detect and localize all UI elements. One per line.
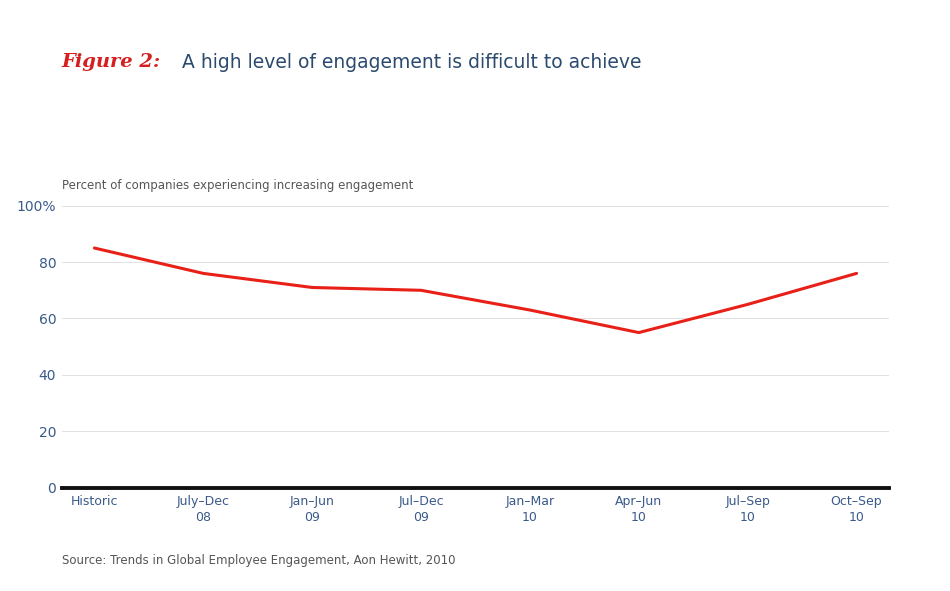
Text: A high level of engagement is difficult to achieve: A high level of engagement is difficult … [176,53,641,72]
Text: Figure 2:: Figure 2: [62,53,161,71]
Text: Source: Trends in Global Employee Engagement, Aon Hewitt, 2010: Source: Trends in Global Employee Engage… [62,554,455,567]
Text: Employee engagement over time: Employee engagement over time [333,141,618,156]
Text: Percent of companies experiencing increasing engagement: Percent of companies experiencing increa… [62,179,413,192]
